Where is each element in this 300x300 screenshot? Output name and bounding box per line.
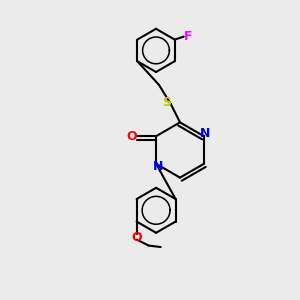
- Text: N: N: [200, 127, 211, 140]
- Text: N: N: [152, 160, 163, 173]
- Text: S: S: [162, 96, 171, 110]
- Text: O: O: [131, 231, 142, 244]
- Text: O: O: [127, 130, 137, 143]
- Text: F: F: [184, 30, 193, 43]
